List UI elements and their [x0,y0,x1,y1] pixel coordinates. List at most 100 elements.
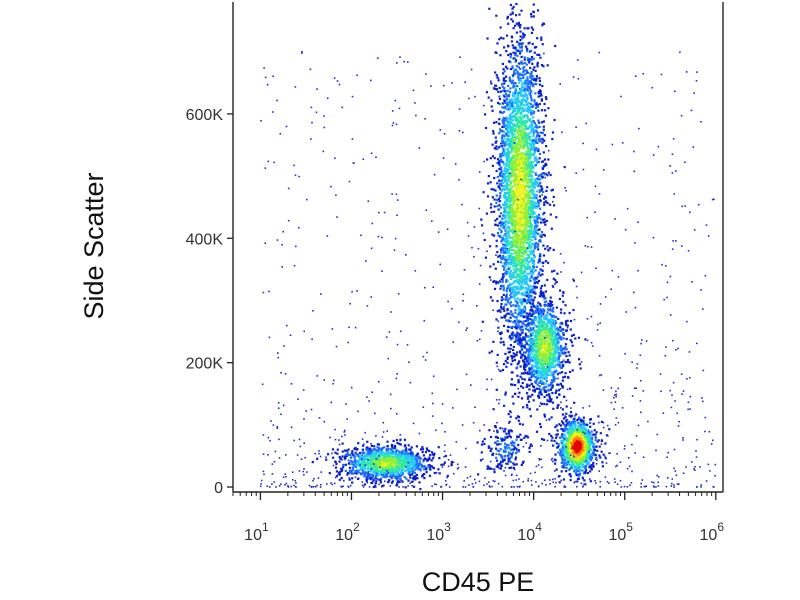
event-dot [506,15,509,18]
event-dot [527,246,530,249]
event-dot [540,290,543,293]
event-dot [519,243,522,246]
event-dot [508,78,512,81]
event-dot [486,182,490,185]
event-dot [537,332,540,336]
event-dot [537,92,540,95]
event-dot [543,295,546,298]
event-dot [536,242,540,245]
event-dot [537,119,540,122]
event-dot [506,280,509,283]
event-dot [501,62,504,65]
event-dot [506,319,509,322]
event-dot [484,126,488,130]
event-dot [532,133,535,136]
event-dot [534,362,537,365]
event-dot [506,154,510,157]
event-dot [550,320,553,323]
event-dot [533,211,536,214]
event-dot [520,329,523,332]
event-dot [485,212,488,215]
event-dot [532,197,535,200]
event-dot [542,321,545,324]
event-dot [526,319,529,322]
event-dot [538,202,541,205]
event-dot [526,85,529,88]
event-dot [564,361,567,364]
event-dot [509,184,512,187]
event-dot [514,173,517,176]
event-dot [508,261,511,265]
event-dot [515,204,518,208]
event-dot [528,139,531,142]
event-dot [578,363,581,366]
event-dot [554,353,557,356]
event-dot [522,199,525,202]
event-dot [545,370,548,373]
event-dot [534,163,538,167]
event-dot [547,261,550,264]
event-dot [507,200,510,203]
event-dot [533,262,536,265]
event-dot [535,349,538,352]
event-dot [500,331,503,335]
event-dot [527,106,530,109]
event-dot [504,65,508,68]
event-dot [531,331,534,334]
event-dot [526,99,529,102]
event-dot [543,134,546,137]
event-dot [524,227,527,230]
event-dot [538,259,541,262]
event-dot [557,403,560,407]
event-dot [562,300,565,303]
event-dot [509,316,512,319]
event-dot [526,82,529,86]
event-dot [513,260,516,263]
event-dot [523,250,526,253]
event-dot [538,342,541,345]
event-dot [537,335,540,338]
event-dot [521,161,525,164]
event-dot [511,119,514,122]
event-dot [508,142,511,145]
event-dot [539,379,542,383]
event-dot [498,122,501,125]
event-dot [518,133,521,136]
event-dot [518,238,521,241]
event-dot [511,160,514,164]
event-dot [499,212,503,215]
event-dot [496,175,499,179]
event-dot [510,81,514,85]
event-dot [511,325,514,328]
event-dot [517,307,520,310]
event-dot [533,100,536,103]
event-dot [522,69,525,72]
event-dot [540,331,543,334]
event-dot [527,296,530,299]
event-dot [519,39,522,42]
event-dot [524,162,527,165]
event-dot [535,103,538,106]
event-dot [518,109,521,113]
event-dot [516,229,519,232]
event-dot [526,300,529,303]
event-dot [518,207,522,210]
event-dot [511,134,514,137]
event-dot [534,318,537,322]
event-dot [522,35,525,38]
event-dot [562,365,565,368]
event-dot [540,370,543,373]
event-dot [509,181,512,185]
event-dot [500,231,503,234]
event-dot [515,103,518,106]
event-dot [521,270,524,273]
event-dot [532,143,535,146]
event-dot [548,400,551,403]
event-dot [512,304,515,307]
event-dot [535,125,538,128]
event-dot [534,342,537,345]
event-dot [520,60,523,63]
event-dot [533,126,536,129]
event-dot [543,367,546,370]
event-dot [569,411,573,414]
